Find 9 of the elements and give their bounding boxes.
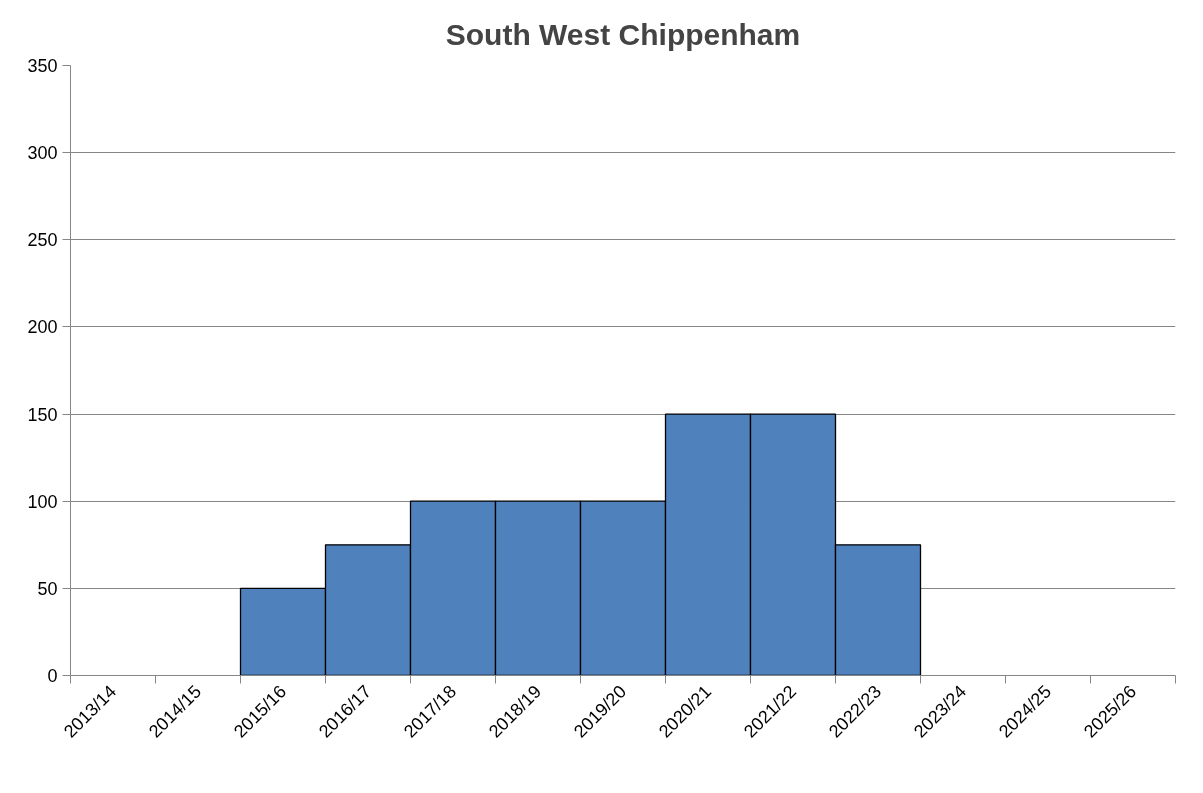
y-tick-label: 300 [27,143,58,164]
y-tick-label: 200 [27,317,58,338]
y-tick-label: 50 [37,578,58,599]
y-tick-label: 250 [27,230,58,251]
y-tick-label: 150 [27,404,58,425]
chart-title: South West Chippenham [445,17,801,51]
y-tick-label: 100 [27,491,58,512]
y-tick-label: 350 [27,56,58,76]
y-tick-label: 0 [47,666,58,686]
